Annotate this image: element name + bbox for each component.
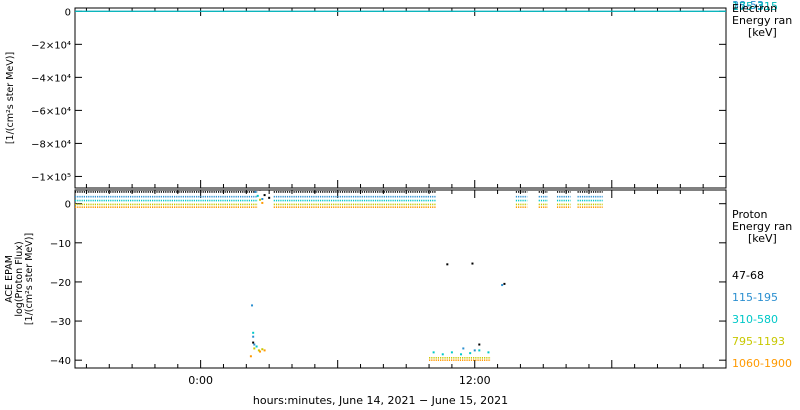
data-point (252, 335, 255, 338)
data-point (473, 349, 476, 352)
data-point (432, 351, 435, 354)
data-point (259, 198, 262, 201)
data-point (255, 345, 258, 348)
data-point (450, 351, 453, 354)
data-point (503, 282, 506, 285)
plot-frame (74, 189, 727, 369)
data-point (446, 263, 449, 266)
data-point (261, 197, 264, 200)
legend-title: Proton (732, 208, 767, 221)
data-point (263, 194, 266, 197)
data-point (261, 201, 264, 204)
legend-title: Energy ran (732, 220, 792, 233)
data-point (259, 350, 262, 353)
legend-entry: 795-1193 (732, 335, 785, 348)
legend-entry: 1060-1900 (732, 357, 792, 370)
y-tick-label: −4×10⁴ (31, 73, 71, 84)
data-point (254, 190, 257, 193)
x-tick-label: 12:00 (459, 374, 491, 387)
data-point (257, 349, 260, 352)
data-point (478, 349, 481, 352)
y-tick-label: −10 (50, 239, 71, 250)
data-point (487, 351, 490, 354)
data-point (478, 343, 481, 346)
data-point (251, 304, 254, 307)
y-tick-label: −40 (50, 356, 71, 367)
y-tick-label: 0 (65, 7, 71, 18)
data-point (460, 353, 463, 356)
data-point (253, 343, 256, 346)
y-tick-label: 0 (65, 200, 71, 211)
data-point (249, 355, 252, 358)
legend-title: Electron (732, 2, 777, 15)
legend-entry: 175-315 (732, 0, 778, 13)
proton-panel: 0 −10 −20 −30 −40 0:00 12:00 hours:minutes, Jun… (4, 189, 792, 407)
y-axis-label: log(Proton Flux) (14, 241, 25, 316)
data-point (256, 194, 259, 197)
x-tick-label: 0:00 (188, 374, 213, 387)
legend-title: Energy ran (732, 14, 792, 27)
electron-panel: 0 −2×10⁴ −4×10⁴ −6×10⁴ −8×10⁴ −1×10⁵ [1/(cm²s … (5, 0, 792, 189)
data-point (252, 341, 255, 344)
data-point (441, 353, 444, 356)
data-point (259, 190, 262, 191)
y-tick-label: −2×10⁴ (31, 40, 71, 51)
legend-entry: 38-53 (732, 0, 764, 12)
data-point (253, 347, 256, 350)
legend-entry: 47-68 (732, 269, 764, 282)
y-axis-label: [1/(cm²s ster MeV)] (5, 52, 16, 144)
y-axis-label: ACE EPAM (4, 255, 15, 303)
y-tick-label: −8×10⁴ (31, 139, 71, 150)
data-point (501, 284, 504, 287)
series-group (75, 190, 603, 361)
legend-title: [keV] (748, 232, 777, 245)
data-point (261, 348, 264, 351)
x-axis-label: hours:minutes, June 14, 2021 − June 15, … (253, 394, 508, 407)
y-tick-label: −1×10⁵ (31, 172, 71, 183)
legend-entry: 310-580 (732, 313, 778, 326)
data-point (471, 262, 474, 265)
plot-frame (74, 7, 727, 189)
y-tick-label: −20 (50, 278, 71, 289)
data-point (469, 352, 472, 355)
y-tick-label: −6×10⁴ (31, 106, 71, 117)
data-point (462, 347, 465, 350)
data-point (263, 349, 266, 352)
legend-title: [keV] (748, 26, 777, 39)
y-axis-label: [1/(cm²s ster MeV)] (24, 233, 35, 325)
legend-entry: 115-195 (732, 291, 778, 304)
data-point (268, 196, 271, 199)
y-tick-label: −30 (50, 317, 71, 328)
data-point (252, 331, 255, 334)
